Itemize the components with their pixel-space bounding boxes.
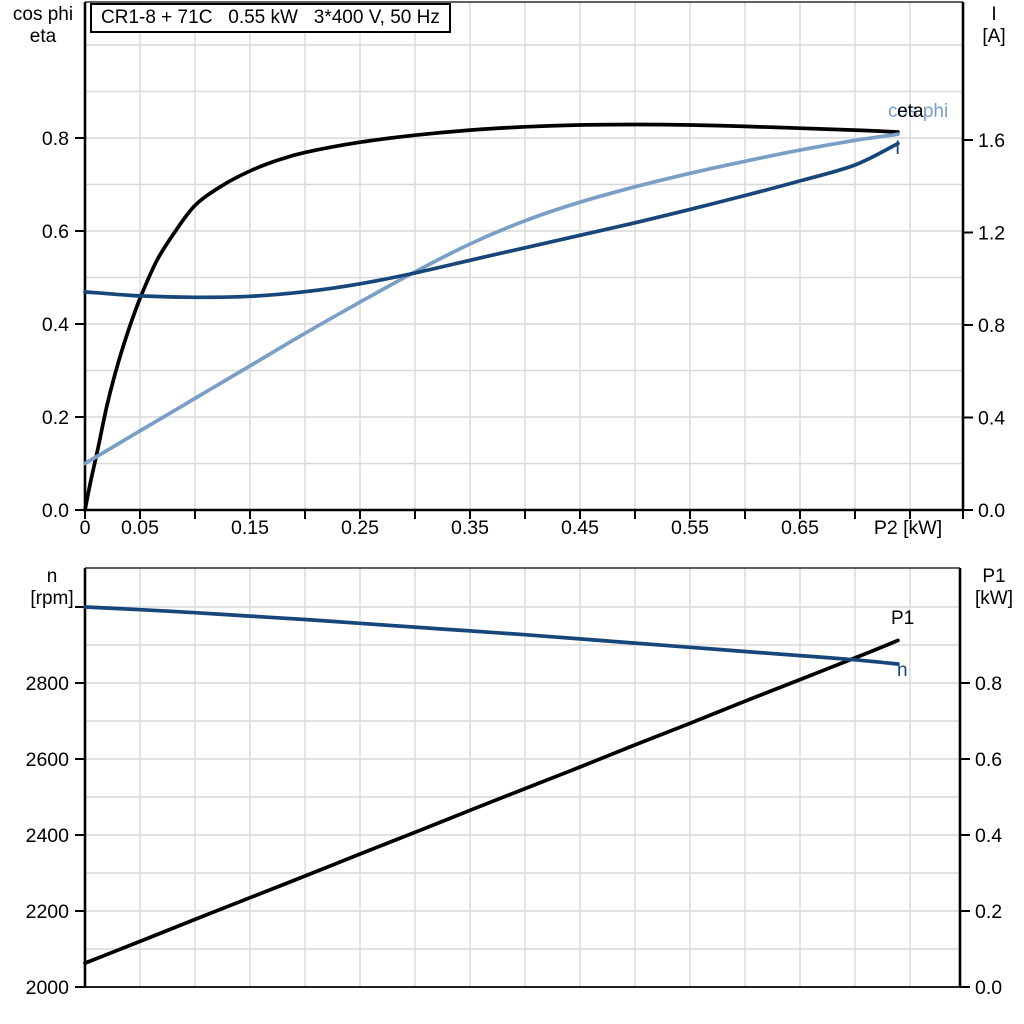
x-tick-label: 0.35 — [451, 517, 489, 539]
eta-curve-label: eta — [897, 101, 924, 122]
y-right-tick-label: 0.8 — [978, 315, 1005, 337]
top-right-axis-title: I [A] — [966, 4, 1022, 48]
x-axis-unit-label: P2 [kW] — [874, 517, 942, 539]
x-tick-label: 0.65 — [781, 517, 819, 539]
x-tick-label: 0.15 — [231, 517, 269, 539]
y-right-tick-label: 1.6 — [978, 130, 1005, 152]
current-curve-label: I — [895, 138, 901, 159]
axis-title-line: I — [991, 4, 997, 25]
I-curve — [83, 141, 900, 300]
y-right-tick-label: 0.6 — [975, 749, 1002, 771]
chart-title: CR1-8 + 71C 0.55 kW 3*400 V, 50 Hz — [90, 3, 451, 33]
bottom-left-axis-title: n [rpm] — [18, 566, 86, 610]
axis-title-line: [rpm] — [30, 588, 74, 609]
y-right-tick-label: 0.2 — [975, 901, 1002, 923]
y-left-tick-label: 2800 — [26, 673, 70, 695]
y-left-tick-label: 0.4 — [42, 314, 69, 336]
x-tick-label: 0.45 — [561, 517, 599, 539]
x-tick-label: 0 — [80, 517, 91, 539]
x-tick-label: 0.05 — [121, 517, 159, 539]
cos-phi-curve-label: cos phi — [888, 101, 949, 122]
y-right-tick-label: 0.4 — [975, 825, 1002, 847]
y-left-tick-label: 0.2 — [42, 407, 69, 429]
y-left-tick-label: 0.0 — [42, 500, 69, 522]
P1-curve — [83, 638, 900, 965]
axis-title-line: P1 — [982, 566, 1006, 587]
axis-title-line: [A] — [982, 26, 1006, 47]
y-right-tick-label: 1.2 — [978, 223, 1005, 245]
y-left-tick-label: 2000 — [26, 977, 70, 999]
n-curve — [83, 605, 900, 666]
y-left-tick-label: 2600 — [26, 749, 70, 771]
bottom-right-axis-title: P1 [kW] — [964, 566, 1024, 610]
y-right-tick-label: 0.8 — [975, 673, 1002, 695]
top-left-axis-title: cos phi eta — [4, 4, 82, 48]
y-right-tick-label: 0.0 — [978, 500, 1005, 522]
axis-title-line: [kW] — [975, 588, 1013, 609]
axis-title-line: n — [46, 566, 58, 587]
speed-curve-label: n — [897, 660, 908, 681]
y-left-tick-label: 0.8 — [42, 128, 69, 150]
p1-curve-label: P1 — [891, 608, 915, 629]
axis-title-line: cos phi — [12, 4, 74, 25]
y-right-tick-label: 0.4 — [978, 408, 1005, 430]
axis-title-line: eta — [29, 26, 57, 47]
x-tick-label: 0.25 — [341, 517, 379, 539]
y-left-tick-label: 2400 — [26, 825, 70, 847]
x-tick-label: 0.55 — [671, 517, 709, 539]
y-right-tick-label: 0.0 — [975, 977, 1002, 999]
y-left-tick-label: 2200 — [26, 901, 70, 923]
cos-phi-curve — [83, 132, 900, 466]
y-left-tick-label: 0.6 — [42, 221, 69, 243]
eta-curve — [83, 122, 900, 512]
